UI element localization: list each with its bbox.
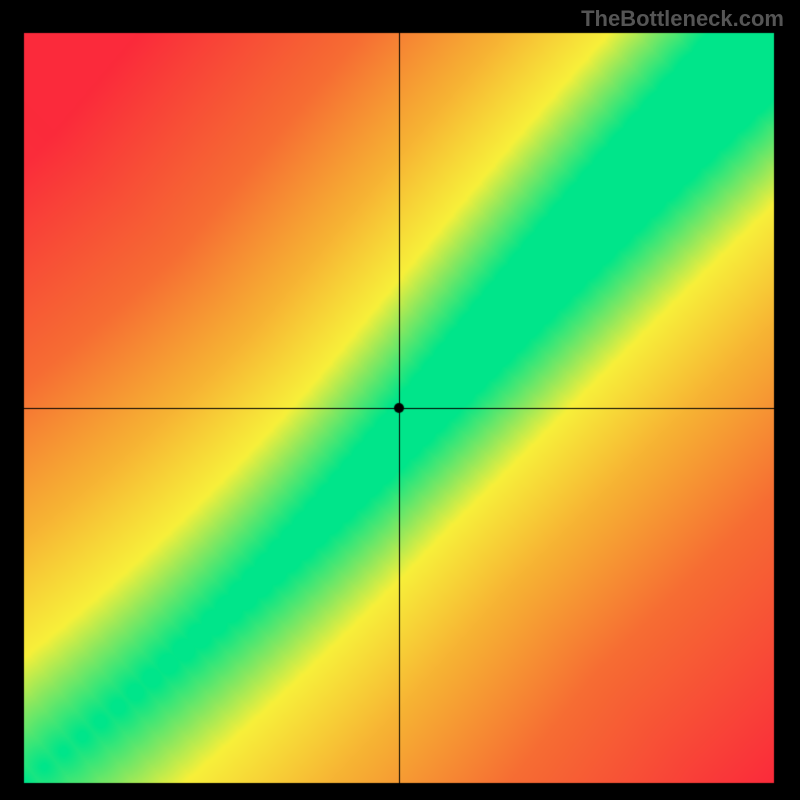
chart-container: TheBottleneck.com: [0, 0, 800, 800]
watermark-text: TheBottleneck.com: [581, 6, 784, 32]
bottleneck-heatmap: [0, 0, 800, 800]
